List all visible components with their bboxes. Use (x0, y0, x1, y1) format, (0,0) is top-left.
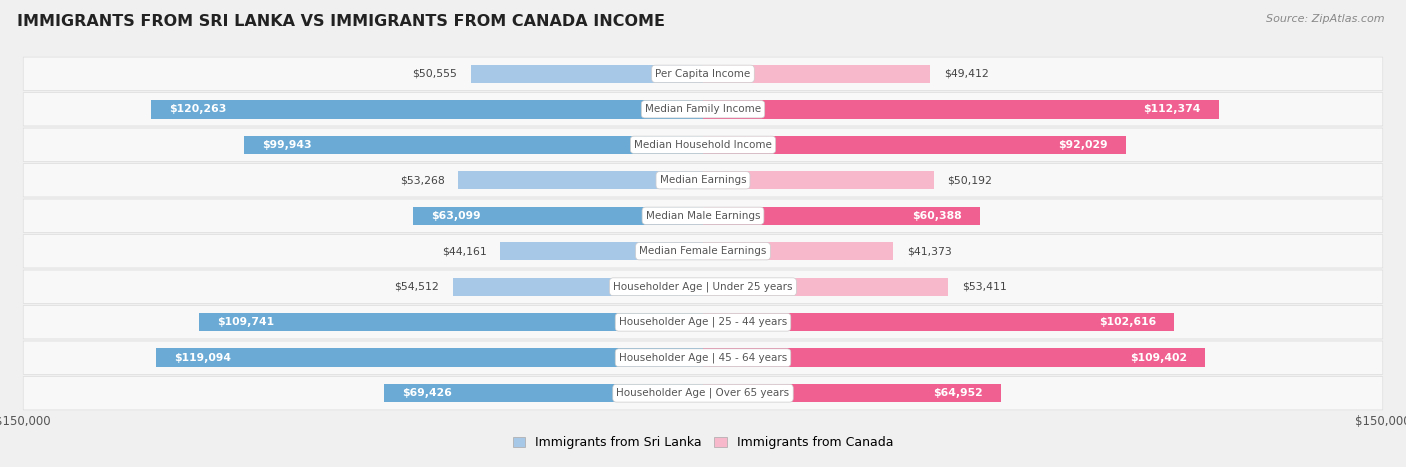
Text: $69,426: $69,426 (402, 388, 453, 398)
FancyBboxPatch shape (24, 305, 1382, 339)
Text: Median Female Earnings: Median Female Earnings (640, 246, 766, 256)
FancyBboxPatch shape (24, 234, 1382, 268)
Bar (703, 64, 929, 83)
Text: $120,263: $120,263 (169, 104, 226, 114)
Bar (453, 277, 703, 296)
Bar (156, 348, 703, 367)
Text: $53,268: $53,268 (399, 175, 444, 185)
Text: $53,411: $53,411 (962, 282, 1007, 292)
Text: Median Family Income: Median Family Income (645, 104, 761, 114)
FancyBboxPatch shape (24, 92, 1382, 126)
Bar (703, 206, 980, 225)
Text: $99,943: $99,943 (263, 140, 312, 150)
Text: Median Earnings: Median Earnings (659, 175, 747, 185)
FancyBboxPatch shape (24, 199, 1382, 233)
Bar (703, 348, 1205, 367)
Legend: Immigrants from Sri Lanka, Immigrants from Canada: Immigrants from Sri Lanka, Immigrants fr… (508, 432, 898, 454)
Text: $50,192: $50,192 (948, 175, 993, 185)
Text: $150,000: $150,000 (1355, 415, 1406, 428)
Bar (703, 242, 893, 261)
Text: $50,555: $50,555 (412, 69, 457, 79)
Text: $64,952: $64,952 (934, 388, 983, 398)
Text: Per Capita Income: Per Capita Income (655, 69, 751, 79)
Bar (703, 384, 1001, 403)
Text: $49,412: $49,412 (943, 69, 988, 79)
Bar (471, 64, 703, 83)
Text: $63,099: $63,099 (432, 211, 481, 221)
Text: $102,616: $102,616 (1098, 317, 1156, 327)
Bar (703, 277, 948, 296)
Bar (150, 100, 703, 119)
Text: Median Household Income: Median Household Income (634, 140, 772, 150)
Bar (245, 135, 703, 154)
Bar (703, 171, 934, 190)
FancyBboxPatch shape (24, 57, 1382, 91)
Text: Householder Age | Under 25 years: Householder Age | Under 25 years (613, 282, 793, 292)
Bar (458, 171, 703, 190)
FancyBboxPatch shape (24, 128, 1382, 162)
Bar (413, 206, 703, 225)
Text: $44,161: $44,161 (441, 246, 486, 256)
Bar (703, 313, 1174, 332)
FancyBboxPatch shape (24, 270, 1382, 304)
Bar (703, 100, 1219, 119)
Bar (384, 384, 703, 403)
FancyBboxPatch shape (24, 163, 1382, 197)
Text: $54,512: $54,512 (394, 282, 439, 292)
Bar (200, 313, 703, 332)
FancyBboxPatch shape (24, 341, 1382, 375)
Text: Median Male Earnings: Median Male Earnings (645, 211, 761, 221)
Text: Householder Age | 25 - 44 years: Householder Age | 25 - 44 years (619, 317, 787, 327)
Bar (703, 135, 1126, 154)
Bar (501, 242, 703, 261)
Text: $109,741: $109,741 (218, 317, 274, 327)
Text: $41,373: $41,373 (907, 246, 952, 256)
Text: $60,388: $60,388 (912, 211, 962, 221)
Text: IMMIGRANTS FROM SRI LANKA VS IMMIGRANTS FROM CANADA INCOME: IMMIGRANTS FROM SRI LANKA VS IMMIGRANTS … (17, 14, 665, 29)
Text: $92,029: $92,029 (1057, 140, 1108, 150)
FancyBboxPatch shape (24, 376, 1382, 410)
Text: Householder Age | Over 65 years: Householder Age | Over 65 years (616, 388, 790, 398)
Text: $112,374: $112,374 (1143, 104, 1201, 114)
Text: $109,402: $109,402 (1130, 353, 1187, 363)
Text: Source: ZipAtlas.com: Source: ZipAtlas.com (1267, 14, 1385, 24)
Text: $150,000: $150,000 (0, 415, 51, 428)
Text: Householder Age | 45 - 64 years: Householder Age | 45 - 64 years (619, 353, 787, 363)
Text: $119,094: $119,094 (174, 353, 232, 363)
